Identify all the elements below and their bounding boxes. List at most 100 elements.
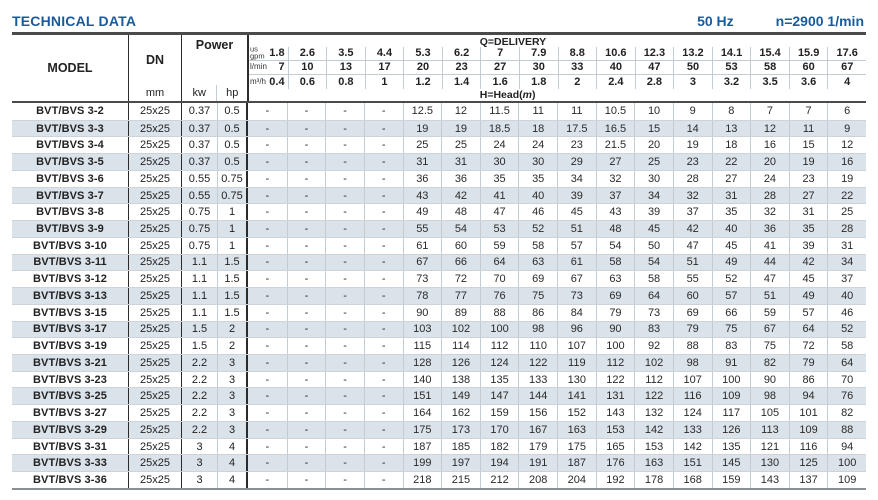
head-cell: 31 [788, 204, 828, 221]
delivery-unit-cell: 3.5 [750, 74, 789, 89]
head-cell: 144 [518, 388, 557, 405]
delivery-unit-cell: 0.8 [326, 74, 365, 89]
head-cell: 34 [634, 187, 673, 204]
kw-cell: 2.2 [182, 405, 218, 421]
head-cell: 109 [827, 472, 866, 488]
delivery-unit-cell: 2.6 [287, 46, 327, 60]
kw-cell: 0.75 [182, 221, 218, 237]
head-cell: - [265, 256, 270, 269]
head-cell: 153 [595, 421, 635, 438]
delivery-unit-cell: us gpm 1.8 [250, 44, 285, 61]
head-cell: 64 [634, 288, 673, 304]
head-cell: 12.5 [402, 103, 442, 120]
head-cell: 112 [634, 371, 673, 388]
head-cell: 43 [402, 187, 442, 204]
head-cell: 135 [711, 438, 751, 455]
head-cell: 84 [557, 304, 596, 321]
model-cell: BVT/BVS 3-27 [12, 405, 129, 421]
head-cell: - [363, 120, 403, 137]
delivery-unit-cell: 33 [557, 60, 597, 74]
dn-cell: 25x25 [129, 388, 182, 405]
delivery-unit-cell: 13.2 [673, 46, 712, 60]
hp-cell: 1 [218, 204, 248, 221]
power-label: Power [195, 38, 234, 52]
table-row: BVT/BVS 3-11 25x25 1.1 1.5- - - -67 66 64 63 61 58 5… [12, 253, 866, 271]
head-cell: - [325, 187, 364, 204]
head-values: - - - -199 197 194 191 187 176 163 151 145 130 125 100 [248, 455, 866, 472]
head-values: - - - -187 185 182 179 175 165 153 142 135 121 116 94 [248, 438, 866, 455]
head-cell: 102 [441, 321, 480, 338]
head-cell: 31 [402, 154, 442, 170]
head-cell: - [325, 338, 364, 355]
head-cell: 37 [827, 271, 866, 288]
head-values: - - - -164 162 159 156 152 143 132 124 117 105 101 82 [248, 405, 866, 421]
head-cell: 75 [750, 338, 789, 355]
model-cell: BVT/BVS 3-15 [12, 304, 129, 321]
head-cell: - [286, 237, 326, 254]
head-cell: - [325, 355, 364, 371]
head-cell: 119 [557, 355, 596, 371]
dn-cell: 25x25 [129, 288, 182, 304]
head-cell: - [265, 289, 270, 302]
head-cell: 59 [479, 237, 519, 254]
speed-value: n=2900 1/min [775, 13, 864, 29]
model-cell: BVT/BVS 3-19 [12, 338, 129, 355]
head-cell: 96 [557, 321, 596, 338]
model-cell: BVT/BVS 3-9 [12, 221, 129, 237]
delivery-unit-label: us gpm [250, 44, 265, 61]
model-cell: BVT/BVS 3-2 [12, 103, 129, 120]
head-cell: - [265, 239, 270, 252]
head-cell: 135 [479, 371, 519, 388]
dn-cell: 25x25 [129, 438, 182, 455]
head-cell: 12 [827, 137, 866, 154]
delivery-unit-cell: 4.4 [364, 46, 404, 60]
head-cell: 53 [479, 221, 519, 237]
head-cell: - [363, 304, 403, 321]
head-cell: - [286, 371, 326, 388]
table-row: BVT/BVS 3-12 25x25 1.1 1.5- - - -73 72 70 69 67 63 5… [12, 270, 866, 288]
model-cell: BVT/BVS 3-29 [12, 421, 129, 438]
head-cell: - [325, 288, 364, 304]
table-row: BVT/BVS 3-13 25x25 1.1 1.5- - - -78 77 76 75 73 69 6… [12, 287, 866, 304]
delivery-unit-cell: 3 [673, 74, 712, 89]
model-cell: BVT/BVS 3-5 [12, 154, 129, 170]
head-cell: 44 [750, 254, 789, 271]
head-cell: 69 [672, 304, 712, 321]
head-cell: 52 [518, 221, 557, 237]
column-header-model: MODEL [12, 35, 129, 101]
kw-cell: 0.37 [182, 137, 218, 154]
delivery-unit-cell: 15.4 [750, 46, 789, 60]
kw-cell: 0.37 [182, 154, 218, 170]
head-cell: 66 [441, 254, 480, 271]
kw-cell: 0.37 [182, 120, 218, 137]
head-cell: 151 [672, 455, 712, 472]
head-cell: - [363, 421, 403, 438]
table-row: BVT/BVS 3-27 25x25 2.2 3- - - -164 162 159 156 152… [12, 404, 866, 421]
head-cell: - [265, 273, 270, 286]
head-cell: 32 [750, 204, 789, 221]
delivery-unit-cell: 17.6 [827, 46, 866, 60]
delivery-unit-cell: 0.6 [287, 74, 327, 89]
head-cell: 133 [672, 421, 712, 438]
model-cell: BVT/BVS 3-10 [12, 237, 129, 254]
head-cell: - [363, 321, 403, 338]
head-cell: 145 [711, 455, 751, 472]
delivery-unit-cell: 53 [711, 60, 751, 74]
head-cell: 151 [402, 388, 442, 405]
head-cell: - [325, 103, 364, 120]
head-cell: 58 [827, 338, 866, 355]
head-cell: 170 [479, 421, 519, 438]
head-cell: 32 [672, 187, 712, 204]
head-values: - - - -175 173 170 167 163 153 142 133 126 113 109 88 [248, 421, 866, 438]
hp-cell: 2 [218, 338, 248, 355]
head-cell: 45 [711, 237, 751, 254]
head-cell: - [325, 271, 364, 288]
head-cell: 28 [750, 187, 789, 204]
delivery-unit-cell: 3.2 [711, 74, 751, 89]
table-row: BVT/BVS 3-4 25x25 0.37 0.5- - - -25 25 24 24 23 21.… [12, 136, 866, 154]
head-cell: 41 [479, 187, 519, 204]
head-cell: 45 [634, 221, 673, 237]
delivery-unit-cell: 1.2 [403, 74, 442, 89]
table-row: BVT/BVS 3-33 25x25 3 4- - - -199 197 194 191 187 17… [12, 454, 866, 472]
head-cell: 124 [672, 405, 712, 421]
